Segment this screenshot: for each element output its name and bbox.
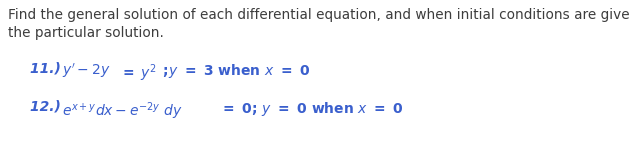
Text: 12.): 12.) [30, 100, 66, 114]
Text: the particular solution.: the particular solution. [8, 26, 164, 40]
Text: Find the general solution of each differential equation, and when initial condit: Find the general solution of each differ… [8, 8, 629, 22]
Text: $\mathit{y' - 2y}$: $\mathit{y' - 2y}$ [62, 62, 111, 80]
Text: $e^{x+y}dx - e^{-2y}\ dy$: $e^{x+y}dx - e^{-2y}\ dy$ [62, 100, 182, 122]
Text: $\mathbf{=}$ $\mathit{y}^2$: $\mathbf{=}$ $\mathit{y}^2$ [115, 62, 157, 84]
Text: $\mathbf{=}$ 0; $\mathit{y}$ $\mathbf{=}$ 0 when $\mathit{x}$ $\mathbf{=}$ 0: $\mathbf{=}$ 0; $\mathit{y}$ $\mathbf{=}… [215, 100, 404, 118]
Text: ;$\mathit{y}$ $\mathbf{=}$ 3 when $\mathit{x}$ $\mathbf{=}$ 0: ;$\mathit{y}$ $\mathbf{=}$ 3 when $\math… [158, 62, 311, 80]
Text: 11.): 11.) [30, 62, 66, 76]
